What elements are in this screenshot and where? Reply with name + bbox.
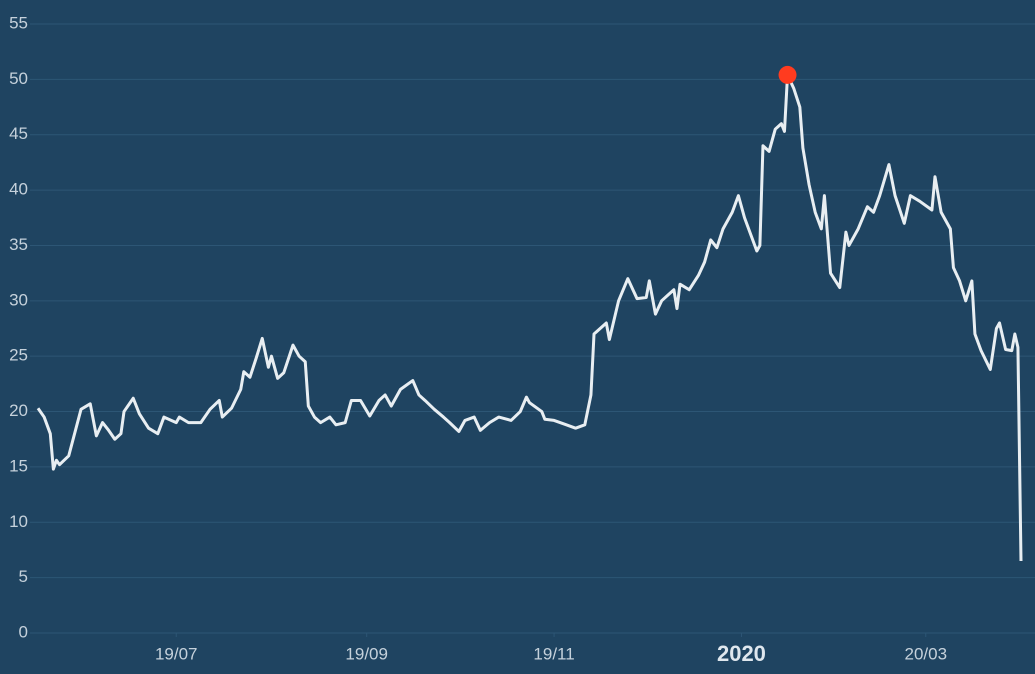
x-tick-label: 19/09	[345, 644, 388, 663]
y-tick-label: 50	[9, 69, 28, 88]
y-tick-label: 20	[9, 401, 28, 420]
y-tick-label: 5	[19, 567, 28, 586]
y-tick-label: 40	[9, 180, 28, 199]
x-tick-label: 2020	[717, 641, 766, 666]
y-tick-label: 0	[19, 622, 28, 641]
y-tick-label: 25	[9, 346, 28, 365]
x-tick-label: 19/07	[155, 644, 198, 663]
y-tick-label: 35	[9, 235, 28, 254]
x-tick-label: 19/11	[533, 644, 574, 663]
y-tick-label: 15	[9, 456, 28, 475]
peak-marker	[778, 65, 797, 84]
y-tick-label: 30	[9, 290, 28, 309]
y-tick-label: 10	[9, 512, 28, 531]
line	[36, 73, 1023, 562]
y-tick-label: 45	[9, 124, 28, 143]
x-tick-label: 20/03	[904, 644, 947, 663]
y-tick-label: 55	[9, 13, 28, 32]
